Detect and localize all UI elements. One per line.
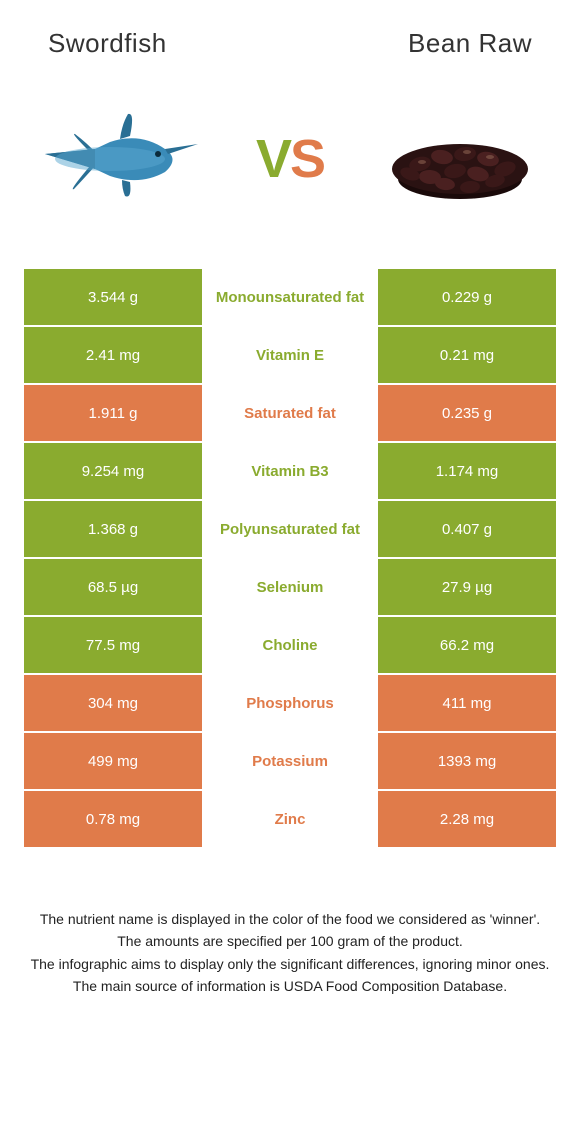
nutrient-label: Polyunsaturated fat: [202, 501, 378, 557]
table-row: 1.368 g Polyunsaturated fat 0.407 g: [24, 501, 556, 557]
nutrient-label: Zinc: [202, 791, 378, 847]
footer-line: The amounts are specified per 100 gram o…: [30, 931, 550, 951]
food-left-title: Swordfish: [48, 28, 167, 59]
right-value: 27.9 µg: [378, 559, 556, 615]
left-value: 1.911 g: [24, 385, 202, 441]
nutrient-label: Potassium: [202, 733, 378, 789]
nutrient-label: Vitamin B3: [202, 443, 378, 499]
footer-line: The infographic aims to display only the…: [30, 954, 550, 974]
right-value: 0.235 g: [378, 385, 556, 441]
right-value: 411 mg: [378, 675, 556, 731]
vs-label: VS: [256, 128, 324, 190]
right-value: 66.2 mg: [378, 617, 556, 673]
nutrient-table: 3.544 g Monounsaturated fat 0.229 g 2.41…: [0, 269, 580, 847]
footer-line: The nutrient name is displayed in the co…: [30, 909, 550, 929]
left-value: 3.544 g: [24, 269, 202, 325]
right-value: 0.21 mg: [378, 327, 556, 383]
table-row: 1.911 g Saturated fat 0.235 g: [24, 385, 556, 441]
nutrient-label: Choline: [202, 617, 378, 673]
left-value: 499 mg: [24, 733, 202, 789]
nutrient-label: Selenium: [202, 559, 378, 615]
table-row: 0.78 mg Zinc 2.28 mg: [24, 791, 556, 847]
nutrient-label: Phosphorus: [202, 675, 378, 731]
right-value: 1.174 mg: [378, 443, 556, 499]
left-value: 2.41 mg: [24, 327, 202, 383]
vs-row: VS: [0, 59, 580, 269]
footer-notes: The nutrient name is displayed in the co…: [0, 849, 580, 996]
table-row: 68.5 µg Selenium 27.9 µg: [24, 559, 556, 615]
vs-s: S: [290, 129, 324, 189]
left-value: 1.368 g: [24, 501, 202, 557]
food-right-title: Bean Raw: [408, 28, 532, 59]
nutrient-label: Saturated fat: [202, 385, 378, 441]
left-value: 68.5 µg: [24, 559, 202, 615]
swordfish-icon: [40, 99, 200, 219]
nutrient-label: Monounsaturated fat: [202, 269, 378, 325]
table-row: 77.5 mg Choline 66.2 mg: [24, 617, 556, 673]
right-value: 1393 mg: [378, 733, 556, 789]
left-value: 304 mg: [24, 675, 202, 731]
left-value: 0.78 mg: [24, 791, 202, 847]
header: Swordfish Bean Raw: [0, 0, 580, 59]
nutrient-label: Vitamin E: [202, 327, 378, 383]
right-value: 0.229 g: [378, 269, 556, 325]
right-value: 0.407 g: [378, 501, 556, 557]
table-row: 499 mg Potassium 1393 mg: [24, 733, 556, 789]
beans-icon: [380, 99, 540, 219]
table-row: 2.41 mg Vitamin E 0.21 mg: [24, 327, 556, 383]
table-row: 3.544 g Monounsaturated fat 0.229 g: [24, 269, 556, 325]
right-value: 2.28 mg: [378, 791, 556, 847]
vs-v: V: [256, 129, 290, 189]
table-row: 304 mg Phosphorus 411 mg: [24, 675, 556, 731]
table-row: 9.254 mg Vitamin B3 1.174 mg: [24, 443, 556, 499]
left-value: 77.5 mg: [24, 617, 202, 673]
left-value: 9.254 mg: [24, 443, 202, 499]
footer-line: The main source of information is USDA F…: [30, 976, 550, 996]
